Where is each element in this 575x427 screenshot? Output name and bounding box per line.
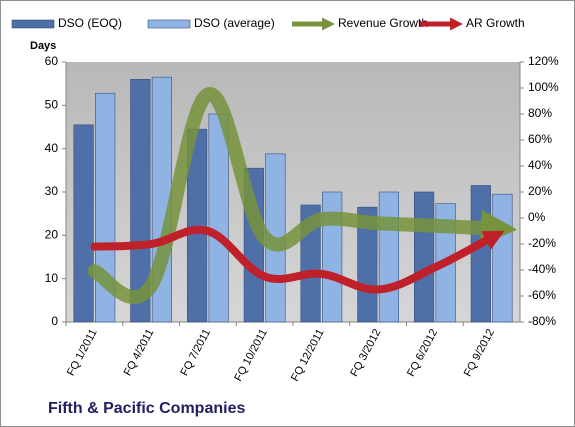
bar xyxy=(95,92,116,323)
y2-tick-label: -40% xyxy=(528,262,556,276)
bar xyxy=(322,191,343,323)
y2-tick-label: 80% xyxy=(528,106,552,120)
y-tick-label: 60 xyxy=(45,54,59,68)
y-tick-label: 30 xyxy=(45,184,59,198)
bar xyxy=(208,113,229,323)
y2-tick-label: 120% xyxy=(528,54,559,68)
bar xyxy=(492,193,513,323)
legend-swatch xyxy=(147,19,191,29)
bar xyxy=(414,191,435,323)
legend-swatch xyxy=(11,19,55,29)
y2-tick-label: 0% xyxy=(528,210,546,224)
bar xyxy=(470,185,491,323)
bar xyxy=(378,191,399,323)
growth-line xyxy=(87,87,518,305)
bar xyxy=(73,124,94,323)
y2-tick-label: 40% xyxy=(528,158,552,172)
y2-tick-label: 20% xyxy=(528,184,552,198)
chart-title: Fifth & Pacific Companies xyxy=(48,400,245,417)
y2-tick-label: 100% xyxy=(528,80,559,94)
y2-tick-label: -20% xyxy=(528,236,556,250)
y-tick-label: 20 xyxy=(45,228,59,242)
legend-label: DSO (average) xyxy=(194,16,275,30)
legend-label: AR Growth xyxy=(466,16,525,30)
bar xyxy=(130,79,151,323)
y-tick-label: 40 xyxy=(45,141,59,155)
y-tick-label: 10 xyxy=(45,271,59,285)
y2-tick-label: 60% xyxy=(528,132,552,146)
y-tick-label: 50 xyxy=(45,98,59,112)
legend-label: Revenue Growth xyxy=(338,16,428,30)
legend-label: DSO (EOQ) xyxy=(58,16,122,30)
y-tick-label: 0 xyxy=(51,314,58,328)
y2-tick-label: -80% xyxy=(528,314,556,328)
y-axis-title: Days xyxy=(30,40,56,52)
y2-tick-label: -60% xyxy=(528,288,556,302)
growth-line xyxy=(90,225,505,294)
